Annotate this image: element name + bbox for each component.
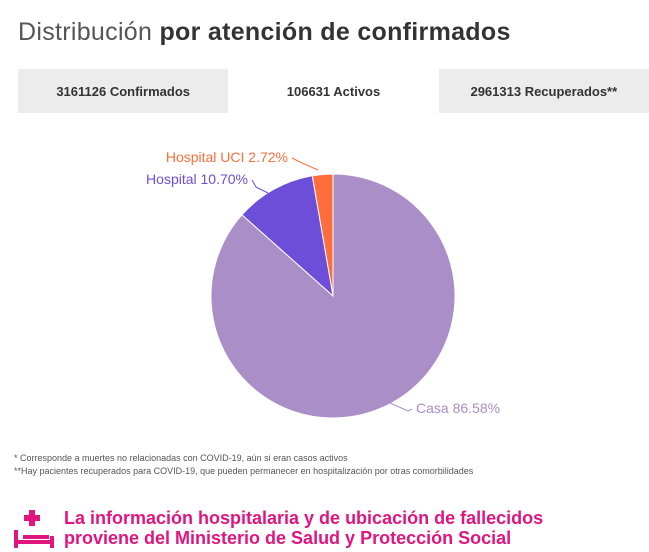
leader-line-casa (389, 402, 413, 412)
hospital-bed-icon (14, 510, 54, 548)
pie-chart-area: Hospital UCI 2.72% Hospital 10.70% Casa 86… (0, 115, 649, 445)
page-title: Distribución por atención de confirmados (18, 18, 511, 47)
footnote-2: **Hay pacientes recuperados para COVID-1… (14, 466, 474, 476)
pie-slice-hospital[interactable] (241, 175, 334, 298)
slice-label-hospital: Hospital 10.70% (146, 171, 248, 187)
tab-recuperados[interactable]: 2961313 Recuperados** (470, 83, 618, 99)
pie-chart: Hospital UCI 2.72% Hospital 10.70% Casa 86… (146, 149, 500, 419)
footer-line-1: La información hospitalaria y de ubicaci… (64, 508, 544, 528)
footnote-1: * Corresponde a muertes no relacionadas … (14, 453, 348, 463)
footer-line-2: proviene del Ministerio de Salud y Prote… (64, 528, 512, 548)
pie-slice-casa[interactable] (210, 173, 456, 419)
leader-line-hospital-uci (291, 157, 319, 171)
footnotes: * Corresponde a muertes no relacionadas … (14, 452, 473, 478)
source-notice: La información hospitalaria y de ubicaci… (14, 508, 543, 550)
leader-line-hospital (251, 179, 269, 194)
slice-label-hospital-uci: Hospital UCI 2.72% (166, 149, 288, 165)
tab-bar: 3161126 Confirmados 106631 Activos 29613… (18, 69, 649, 113)
title-bold: por atención de confirmados (159, 18, 511, 46)
tab-activos[interactable]: 106631 Activos (228, 69, 439, 113)
tab-confirmados[interactable]: 3161126 Confirmados (56, 83, 190, 99)
title-regular: Distribución (18, 18, 160, 46)
slice-label-casa: Casa 86.58% (416, 400, 500, 416)
